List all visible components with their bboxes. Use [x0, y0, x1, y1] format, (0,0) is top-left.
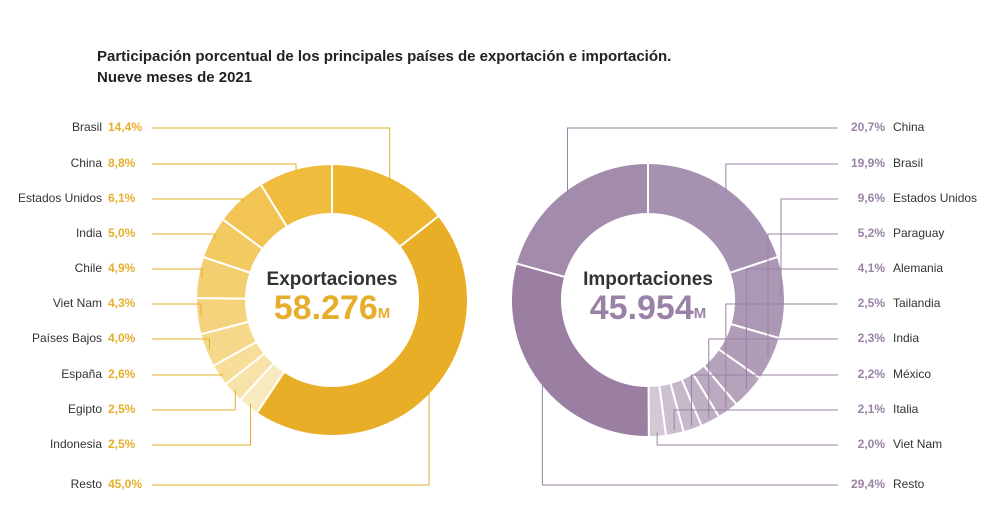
- leader-line: [767, 233, 838, 358]
- value-label: 6,1%: [108, 191, 136, 205]
- donut-segment: [255, 214, 469, 437]
- category-label: Estados Unidos: [18, 191, 102, 205]
- category-label: Estados Unidos: [893, 191, 977, 205]
- category-label: Brasil: [893, 156, 923, 170]
- donut-segment: [510, 262, 650, 438]
- value-label: 29,4%: [851, 477, 885, 491]
- leader-line: [152, 373, 223, 376]
- category-label: Indonesia: [50, 437, 102, 451]
- leader-line: [690, 374, 838, 426]
- category-label: India: [76, 226, 102, 240]
- category-label: Italia: [893, 402, 919, 416]
- value-label: 4,3%: [108, 296, 136, 310]
- category-label: Egipto: [68, 402, 102, 416]
- value-label: 4,1%: [858, 261, 886, 275]
- value-label: 2,0%: [858, 437, 886, 451]
- center-title: Exportaciones: [267, 269, 398, 290]
- leader-line: [152, 127, 391, 182]
- category-label: Chile: [75, 261, 103, 275]
- center-value: 45.954: [590, 289, 694, 327]
- value-label: 2,6%: [108, 367, 136, 381]
- value-label: 2,1%: [858, 402, 886, 416]
- category-label: India: [893, 331, 919, 345]
- category-label: España: [61, 367, 102, 381]
- value-label: 5,2%: [858, 226, 886, 240]
- value-label: 2,2%: [858, 367, 886, 381]
- center-unit: M: [694, 305, 707, 322]
- value-label: 45,0%: [108, 477, 142, 491]
- value-label: 2,5%: [108, 437, 136, 451]
- chart-subtitle: Nueve meses de 2021: [97, 69, 252, 86]
- leader-line: [152, 389, 430, 486]
- value-label: 2,5%: [858, 296, 886, 310]
- leader-line: [152, 233, 216, 240]
- category-label: Viet Nam: [53, 296, 102, 310]
- leader-line: [673, 409, 838, 431]
- donut-segment: [194, 255, 252, 300]
- leader-line: [725, 163, 838, 193]
- center-total: 45.954M: [590, 289, 707, 327]
- value-label: 5,0%: [108, 226, 136, 240]
- category-label: Viet Nam: [893, 437, 942, 451]
- leader-line: [725, 303, 838, 408]
- category-label: Países Bajos: [32, 331, 102, 345]
- donut-segment: [221, 182, 289, 251]
- leader-line: [152, 389, 236, 411]
- value-label: 8,8%: [108, 156, 136, 170]
- category-label: Tailandia: [893, 296, 941, 310]
- leader-line: [152, 403, 252, 446]
- leader-line: [152, 268, 203, 278]
- category-label: México: [893, 367, 931, 381]
- leader-line: [566, 127, 838, 195]
- donut-segment: [514, 161, 649, 279]
- category-label: Brasil: [72, 120, 102, 134]
- category-label: Paraguay: [893, 226, 944, 240]
- center-title: Importaciones: [583, 269, 713, 290]
- value-label: 2,5%: [108, 402, 136, 416]
- chart-title: Participación porcentual de los principa…: [97, 48, 671, 65]
- donut-segment: [647, 161, 780, 275]
- center-total: 58.276M: [274, 289, 391, 327]
- leader-line: [780, 198, 838, 298]
- donut-segment: [259, 162, 333, 229]
- value-label: 2,3%: [858, 331, 886, 345]
- value-label: 4,9%: [108, 261, 136, 275]
- category-label: Resto: [71, 477, 103, 491]
- leader-line: [152, 303, 202, 316]
- category-label: China: [893, 120, 925, 134]
- leader-line: [152, 198, 244, 203]
- donut-segment: [199, 320, 259, 368]
- category-label: Resto: [893, 477, 925, 491]
- leader-line: [541, 380, 838, 486]
- value-label: 19,9%: [851, 156, 885, 170]
- category-label: Alemania: [893, 261, 943, 275]
- donut-segment: [201, 217, 265, 275]
- leader-line: [745, 268, 838, 390]
- donut-segment: [211, 340, 266, 386]
- leader-line: [708, 338, 838, 419]
- leader-line: [656, 432, 838, 446]
- leader-line: [152, 163, 297, 174]
- leader-line: [152, 338, 210, 350]
- center-unit: M: [378, 305, 391, 322]
- value-label: 9,6%: [858, 191, 886, 205]
- center-value: 58.276: [274, 289, 378, 327]
- value-label: 14,4%: [108, 120, 142, 134]
- donut-segment: [195, 297, 251, 336]
- value-label: 4,0%: [108, 331, 136, 345]
- category-label: China: [71, 156, 103, 170]
- value-label: 20,7%: [851, 120, 885, 134]
